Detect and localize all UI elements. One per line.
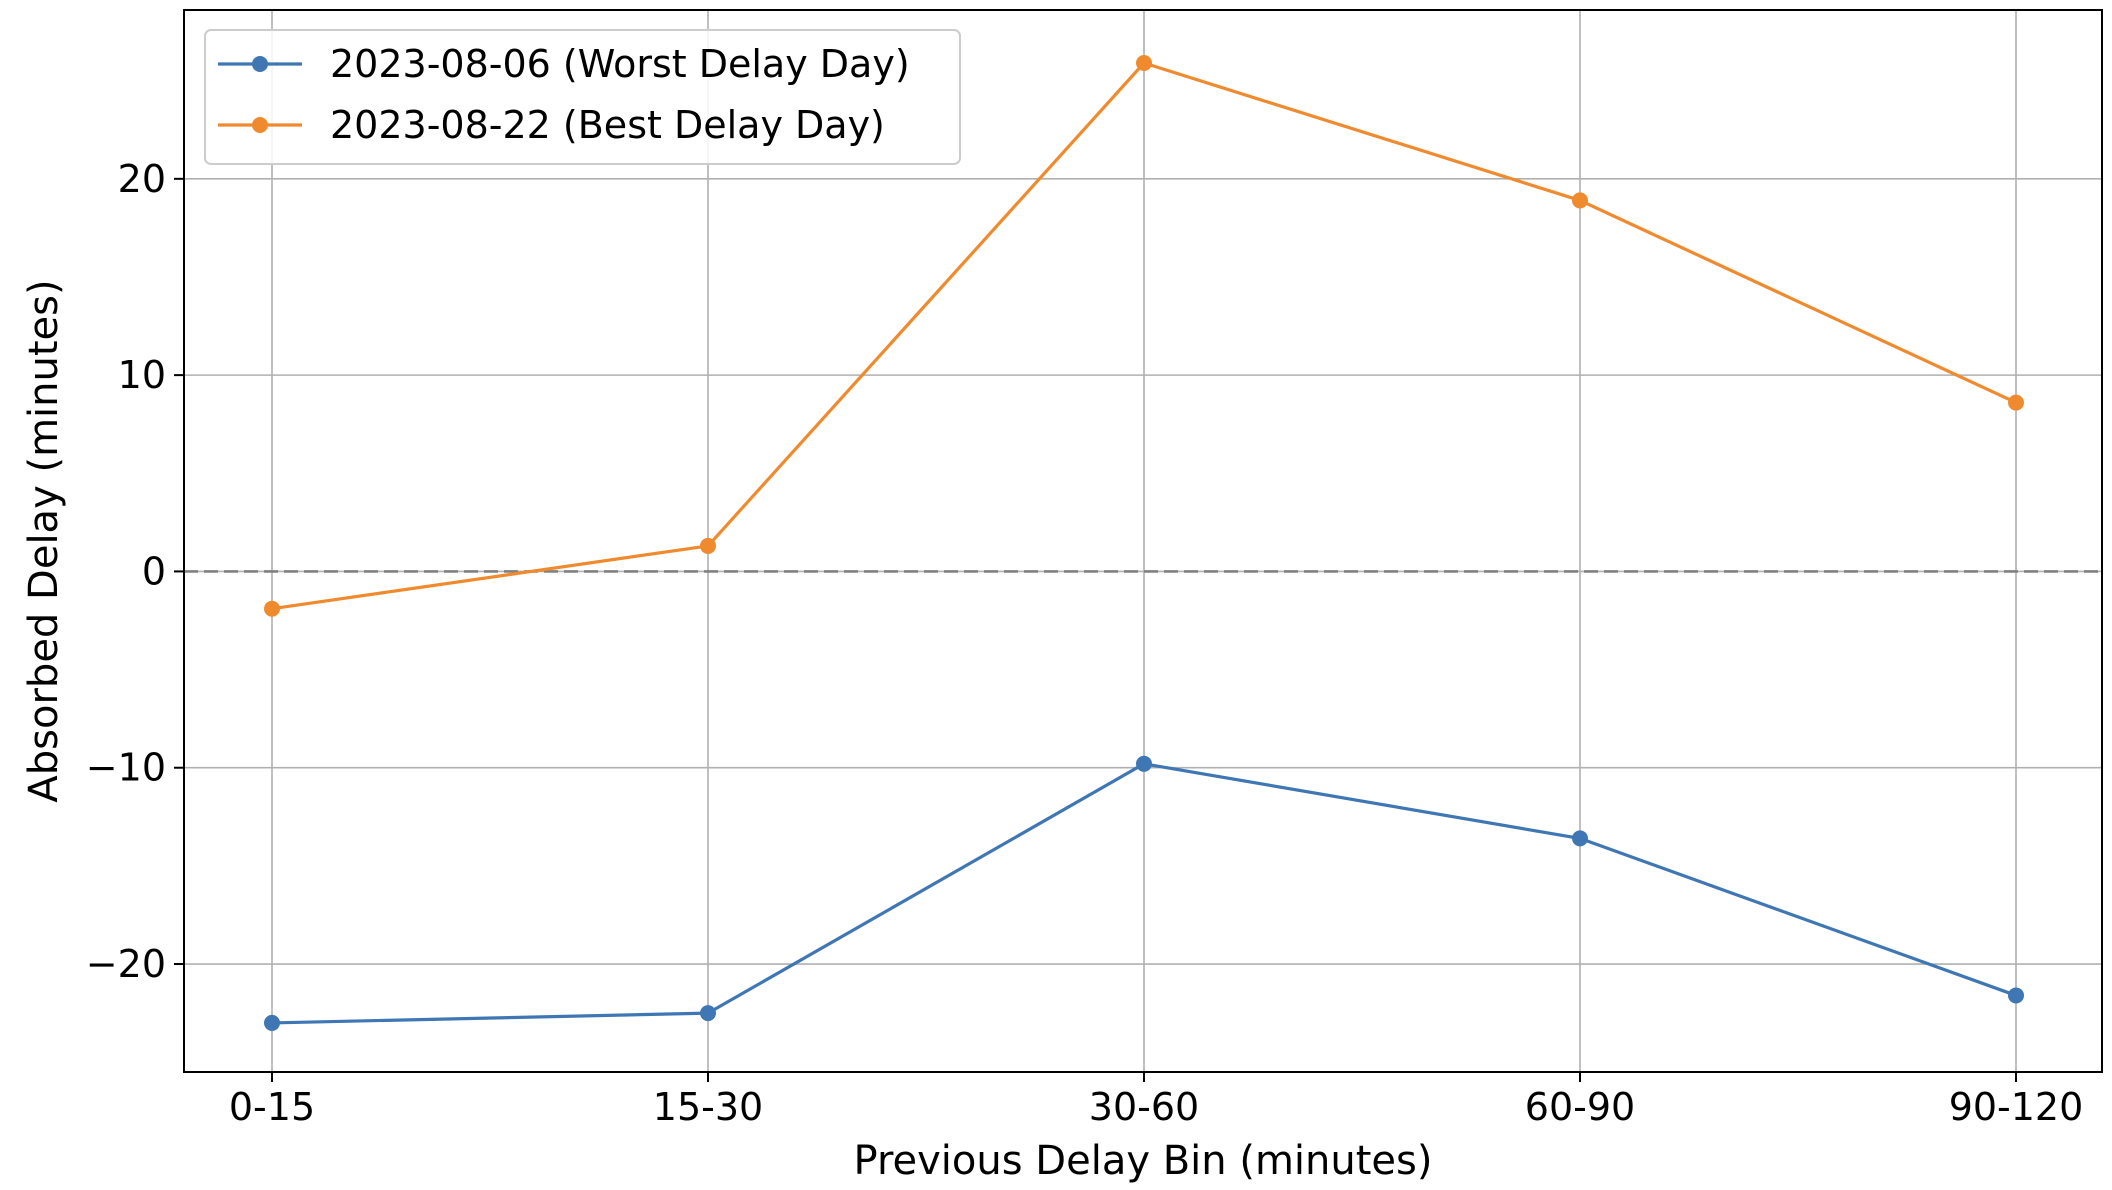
legend-item-0: 2023-08-06 (Worst Delay Day): [218, 42, 910, 86]
x-tick-label: 60-90: [1525, 1085, 1635, 1129]
data-point: [1572, 192, 1588, 209]
data-point: [1136, 755, 1152, 772]
data-point: [700, 1005, 716, 1022]
legend-item-1: 2023-08-22 (Best Delay Day): [218, 103, 885, 147]
y-tick-label: −20: [86, 942, 166, 986]
x-tick-label: 15-30: [653, 1085, 763, 1129]
x-tick-label: 30-60: [1089, 1085, 1199, 1129]
data-point: [264, 600, 280, 617]
data-point: [264, 1014, 280, 1031]
x-tick-label: 90-120: [1949, 1085, 2084, 1129]
x-tick-label: 0-15: [229, 1085, 315, 1129]
legend-label: 2023-08-06 (Worst Delay Day): [330, 42, 910, 86]
legend-swatch-marker: [252, 56, 268, 72]
legend: 2023-08-06 (Worst Delay Day) 2023-08-22 (…: [204, 29, 961, 165]
series-0: [264, 755, 2024, 1031]
data-point: [1136, 55, 1152, 72]
y-tick-label: 0: [142, 549, 166, 593]
data-point: [2008, 987, 2024, 1004]
y-tick-label: 20: [118, 157, 166, 201]
y-tick-label: −10: [86, 746, 166, 790]
y-axis-title: Absorbed Delay (minutes): [21, 279, 67, 802]
axis-ticks: 0-15 15-30 30-60 60-90 90-120 −20 −10 0 10 20: [86, 157, 2084, 1129]
data-point: [2008, 394, 2024, 411]
series-1: [264, 55, 2024, 617]
plot-frame: [183, 9, 2103, 1073]
x-axis-title: Previous Delay Bin (minutes): [854, 1138, 1433, 1184]
legend-swatch-marker: [252, 117, 268, 133]
legend-box: [204, 29, 961, 165]
legend-label: 2023-08-22 (Best Delay Day): [330, 103, 885, 147]
y-tick-label: 10: [118, 353, 166, 397]
data-point: [1572, 830, 1588, 847]
series-lines: [264, 55, 2024, 1031]
data-point: [700, 537, 716, 554]
grid-lines: [184, 10, 2102, 1072]
